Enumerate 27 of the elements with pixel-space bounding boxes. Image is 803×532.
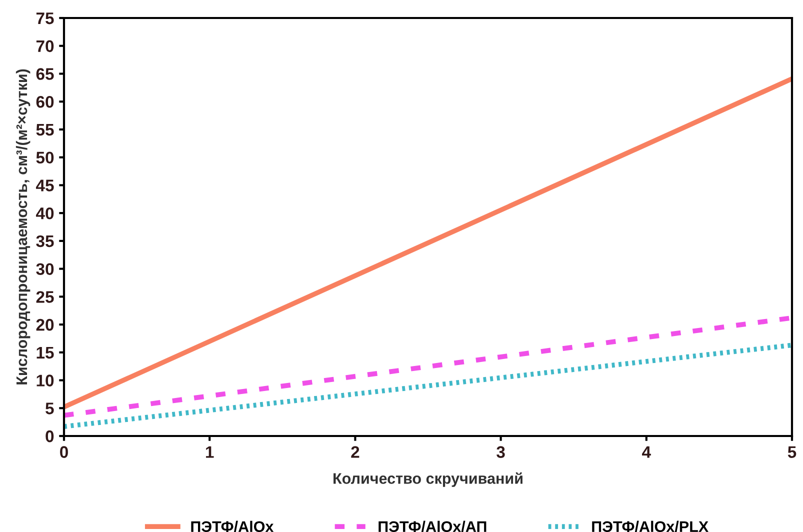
y-tick-label: 15 bbox=[36, 346, 54, 359]
y-tick-label: 10 bbox=[36, 374, 54, 386]
x-tick-label: 2 bbox=[351, 446, 360, 458]
y-axis-title: Кислородопроницаемость, см³/(м²×сутки) bbox=[16, 69, 30, 384]
x-tick-label: 0 bbox=[60, 446, 68, 458]
y-tick-label: 35 bbox=[36, 235, 54, 248]
y-tick-label: 60 bbox=[36, 96, 54, 108]
x-tick-label: 4 bbox=[642, 446, 651, 458]
y-tick-label: 50 bbox=[36, 152, 54, 164]
legend-label: ПЭТФ/AlOx/PLX bbox=[592, 520, 708, 532]
y-tick-label: 65 bbox=[36, 68, 54, 80]
y-tick-label: 30 bbox=[36, 263, 54, 276]
x-axis-title: Количество скручиваний bbox=[334, 472, 522, 487]
y-tick-label: 40 bbox=[36, 207, 54, 220]
y-tick-label: 0 bbox=[46, 430, 54, 442]
y-tick-label: 55 bbox=[36, 124, 54, 136]
y-tick-label: 75 bbox=[36, 12, 54, 24]
legend-label: ПЭТФ/AlOx bbox=[191, 520, 274, 532]
y-tick-label: 70 bbox=[36, 40, 54, 52]
legend-label: ПЭТФ/AlOx/АП bbox=[378, 520, 486, 532]
x-tick-label: 5 bbox=[788, 446, 796, 458]
y-tick-label: 5 bbox=[46, 402, 54, 414]
y-tick-label: 20 bbox=[36, 318, 54, 331]
x-tick-label: 1 bbox=[206, 446, 214, 458]
y-tick-label: 45 bbox=[36, 180, 54, 192]
x-tick-label: 3 bbox=[496, 446, 505, 458]
y-tick-label: 25 bbox=[36, 291, 54, 303]
